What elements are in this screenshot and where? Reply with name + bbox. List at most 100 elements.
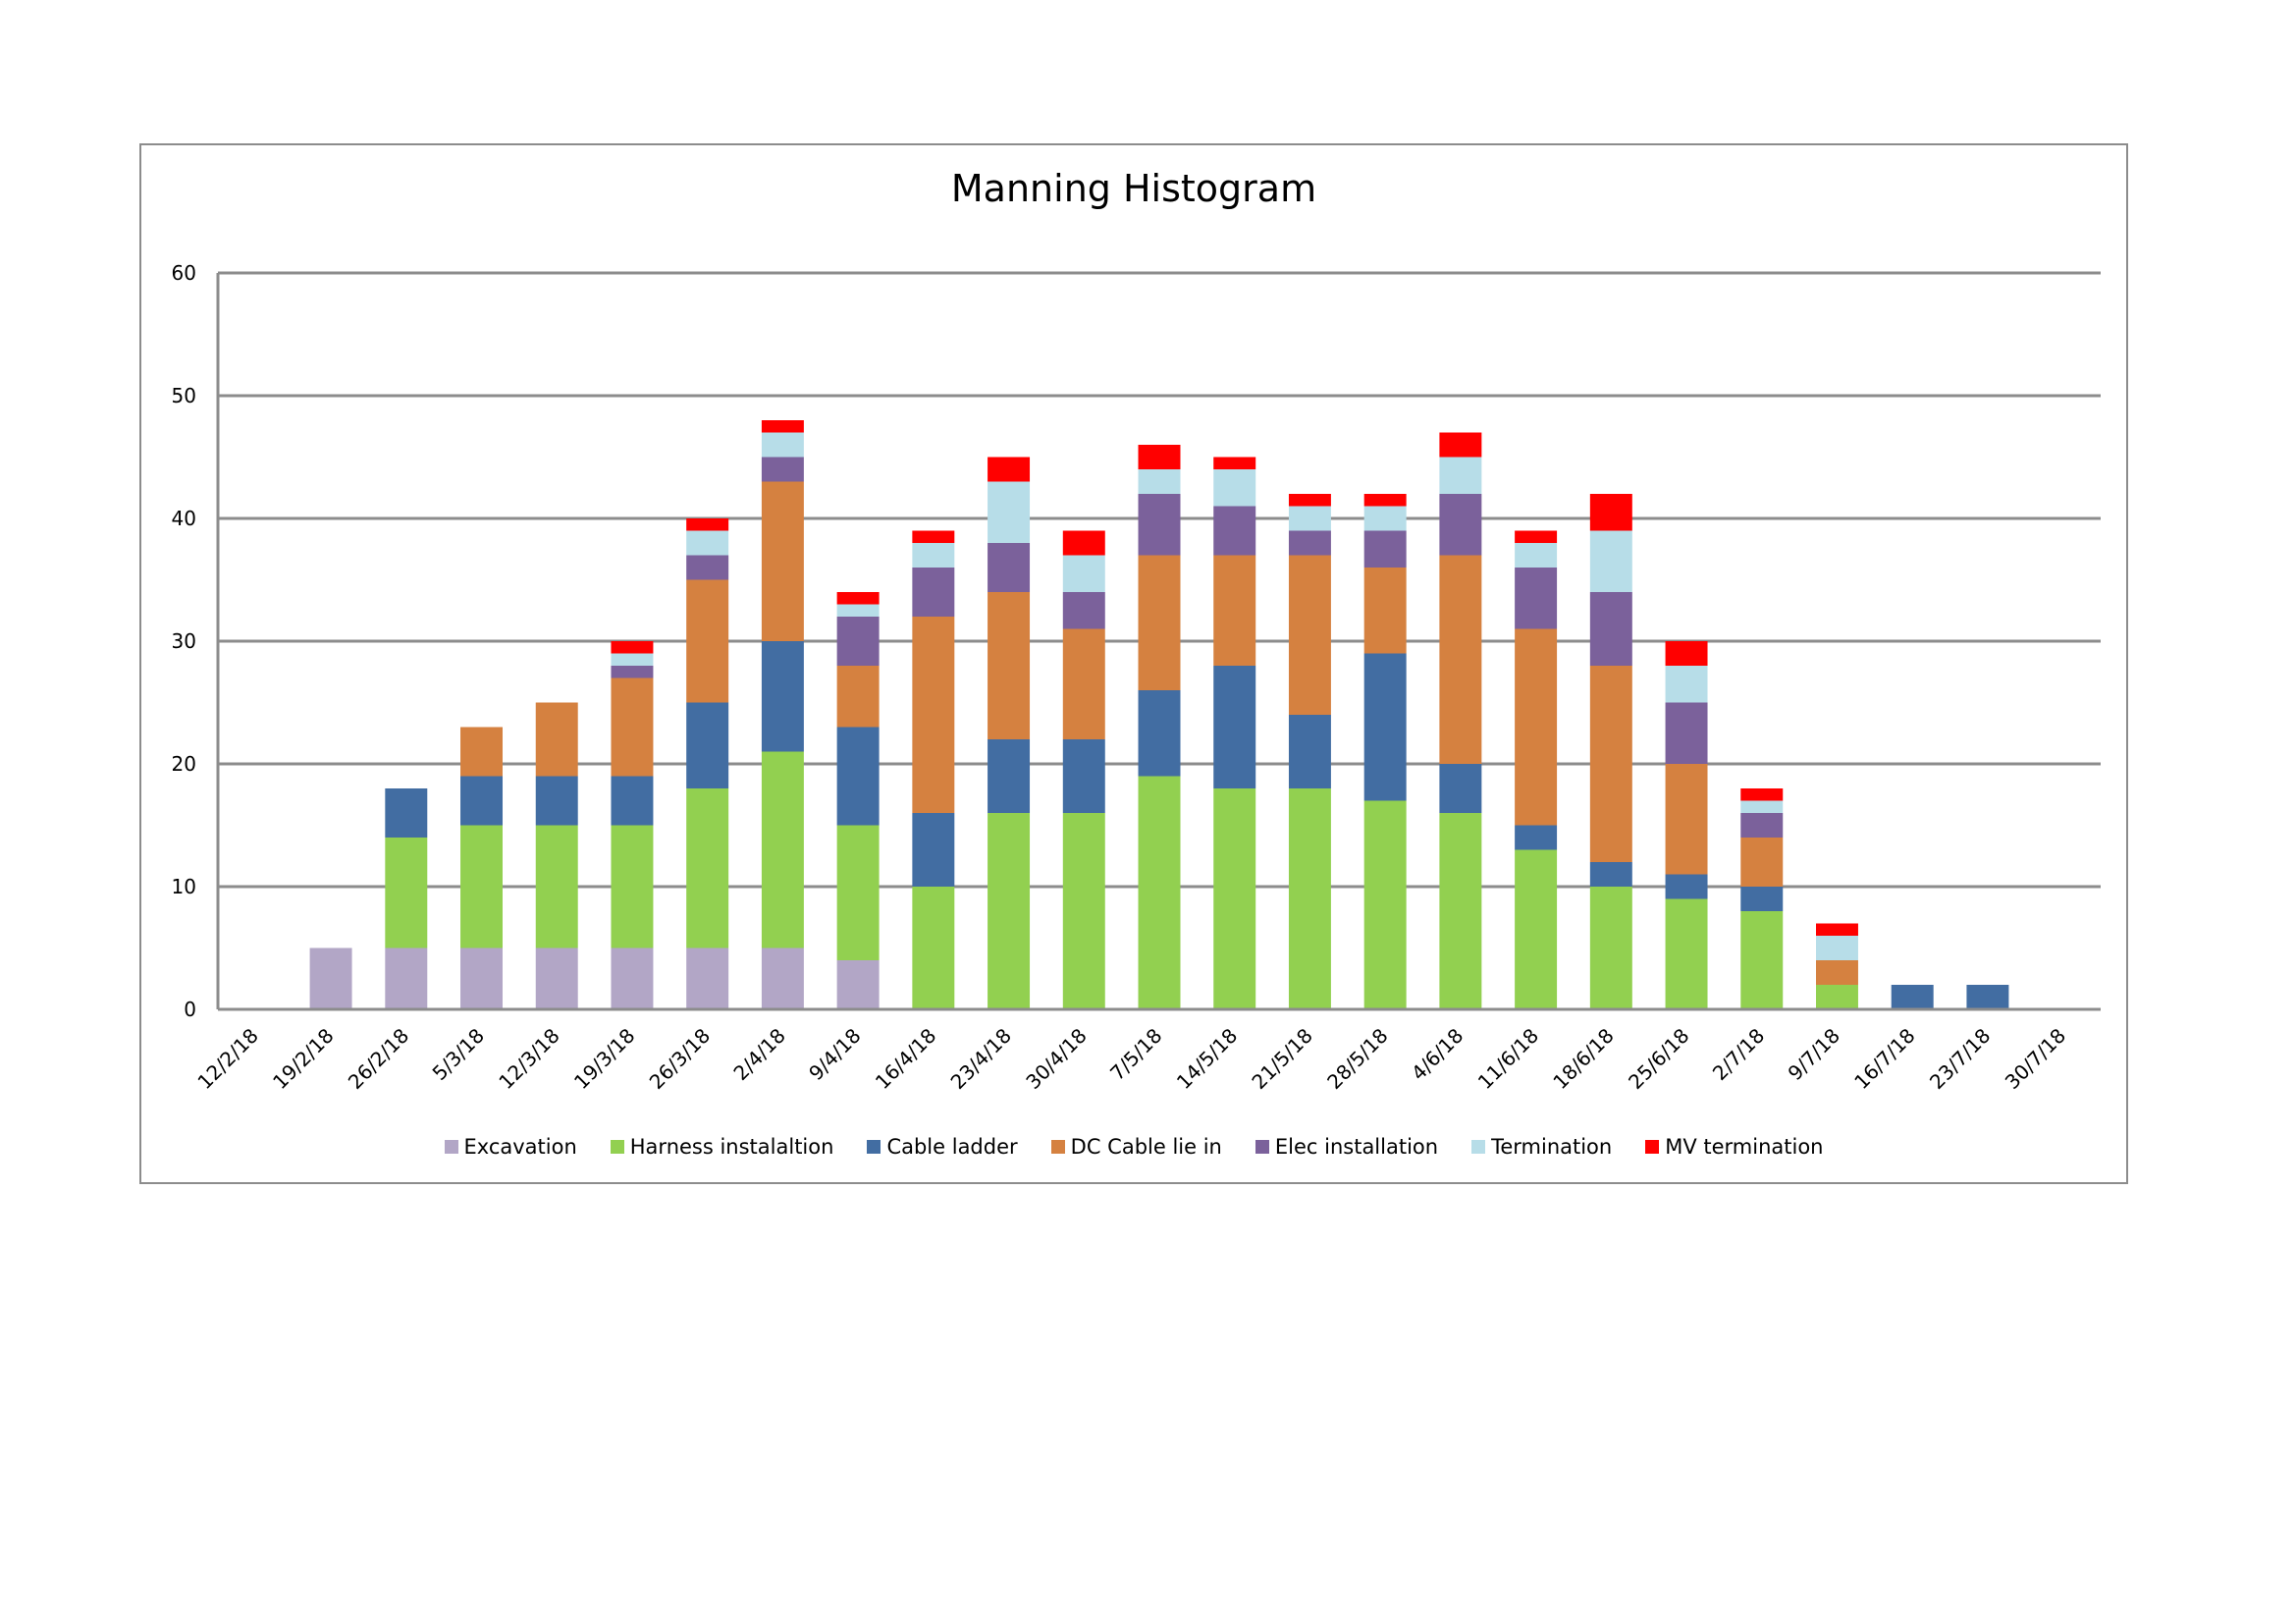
bar-segment [1589,530,1632,592]
bar-segment [912,530,955,543]
bar-segment [1213,788,1256,1009]
bar-segment [1062,530,1105,556]
bar-segment [1515,568,1558,629]
bar-segment [1213,666,1256,788]
bar-segment [1665,641,1708,666]
bar-segment [1062,739,1105,813]
y-tick-label: 10 [172,875,196,898]
legend-label: MV termination [1665,1135,1824,1159]
legend-item: Cable ladder [867,1135,1018,1159]
bar-segment [1891,985,1934,1009]
bar-segment [1062,592,1105,629]
bar-segment [761,641,804,752]
bar-segment [686,947,729,1009]
chart-title: Manning Histogram [950,167,1317,210]
bar-segment [1062,628,1105,739]
bar-segment [1363,800,1407,1009]
plot-area: 0 10 20 30 40 50 60 12/2/18 19/2/18 26/2/18 5/3/18… [172,261,2101,1094]
bar-segment [912,813,955,887]
x-tick-label: 14/5/18 [1172,1024,1242,1094]
bar-segment [1966,985,2009,1009]
y-tick-label: 0 [184,998,196,1021]
bar-segment [1815,936,1858,960]
legend-swatch-icon [610,1140,624,1154]
bar-segment [836,825,880,960]
x-tick-label: 2/4/18 [728,1024,789,1085]
bar-segment [1589,494,1632,531]
x-tick-label: 28/5/18 [1322,1024,1392,1094]
bar-segment [1589,666,1632,862]
bar-segment [611,666,654,678]
x-tick-label: 25/6/18 [1624,1024,1693,1094]
bar-segment [836,617,880,666]
legend-label: Termination [1491,1135,1613,1159]
bar-segment [1288,530,1331,556]
legend-item: DC Cable lie in [1050,1135,1222,1159]
bar-segment [988,457,1031,482]
bar-segment [1515,543,1558,568]
bar-segment [912,887,955,1009]
bar-segment [988,813,1031,1009]
bar-segment [686,518,729,531]
bar-segment [1138,555,1181,690]
x-tick-label: 26/3/18 [645,1024,715,1094]
legend-item: Termination [1471,1135,1612,1159]
bar-segment [535,947,578,1009]
x-tick-label: 19/2/18 [268,1024,338,1094]
bar-segment [761,457,804,482]
bar-segment [1589,862,1632,887]
bar-segment [988,481,1031,543]
bar-segment [686,555,729,580]
legend-item: MV termination [1645,1135,1824,1159]
legend-label: Excavation [463,1135,577,1159]
bar-segment [460,776,504,826]
x-tick-label: 11/6/18 [1473,1024,1543,1094]
bar-segment [460,727,504,777]
legend-label: Harness instalaltion [629,1135,834,1159]
bar-segment [1665,764,1708,875]
bar-segment [1439,555,1482,764]
y-tick-label: 60 [172,261,196,285]
legend-swatch-icon [444,1140,458,1154]
bar-segment [761,751,804,948]
bar-segment [385,788,428,838]
bar-segment [836,592,880,605]
legend-swatch-icon [1050,1140,1065,1154]
bar-segment [1138,776,1181,1009]
bar-segment [836,604,880,617]
bar-segment [1740,887,1784,911]
bar-segment [611,677,654,777]
legend-label: Elec installation [1274,1135,1439,1159]
bar-segment [836,666,880,728]
x-tick-label: 12/3/18 [494,1024,563,1094]
bar-segment [1439,813,1482,1009]
legend-item: Harness instalaltion [610,1135,834,1159]
legend-item: Elec installation [1255,1135,1438,1159]
bar-segment [1439,457,1482,494]
y-tick-label: 30 [172,629,196,653]
bar-segment [1515,530,1558,543]
bar-segment [1815,985,1858,1009]
bar-segment [686,530,729,556]
bar-segment [611,641,654,654]
bar-segment [385,947,428,1009]
bar-segment [761,481,804,641]
bar-segment [1589,887,1632,1009]
bar-segment [1363,530,1407,568]
bar-segment [611,653,654,666]
bar-segment [611,776,654,826]
y-tick-label: 40 [172,507,196,530]
bar-segment [535,825,578,948]
bar-segment [1213,506,1256,556]
bar-segment [1288,506,1331,531]
legend: Excavation Harness instalaltion Cable ladd… [141,1135,2126,1159]
legend-label: DC Cable lie in [1070,1135,1222,1159]
x-tick-label: 2/7/18 [1708,1024,1769,1085]
bar-segment [1138,445,1181,469]
bar-segment [761,432,804,458]
x-tick-label: 19/3/18 [569,1024,639,1094]
bar-segment [1288,715,1331,788]
legend-swatch-icon [1645,1140,1660,1154]
x-tick-label: 12/2/18 [192,1024,262,1094]
bar-segment [460,825,504,948]
